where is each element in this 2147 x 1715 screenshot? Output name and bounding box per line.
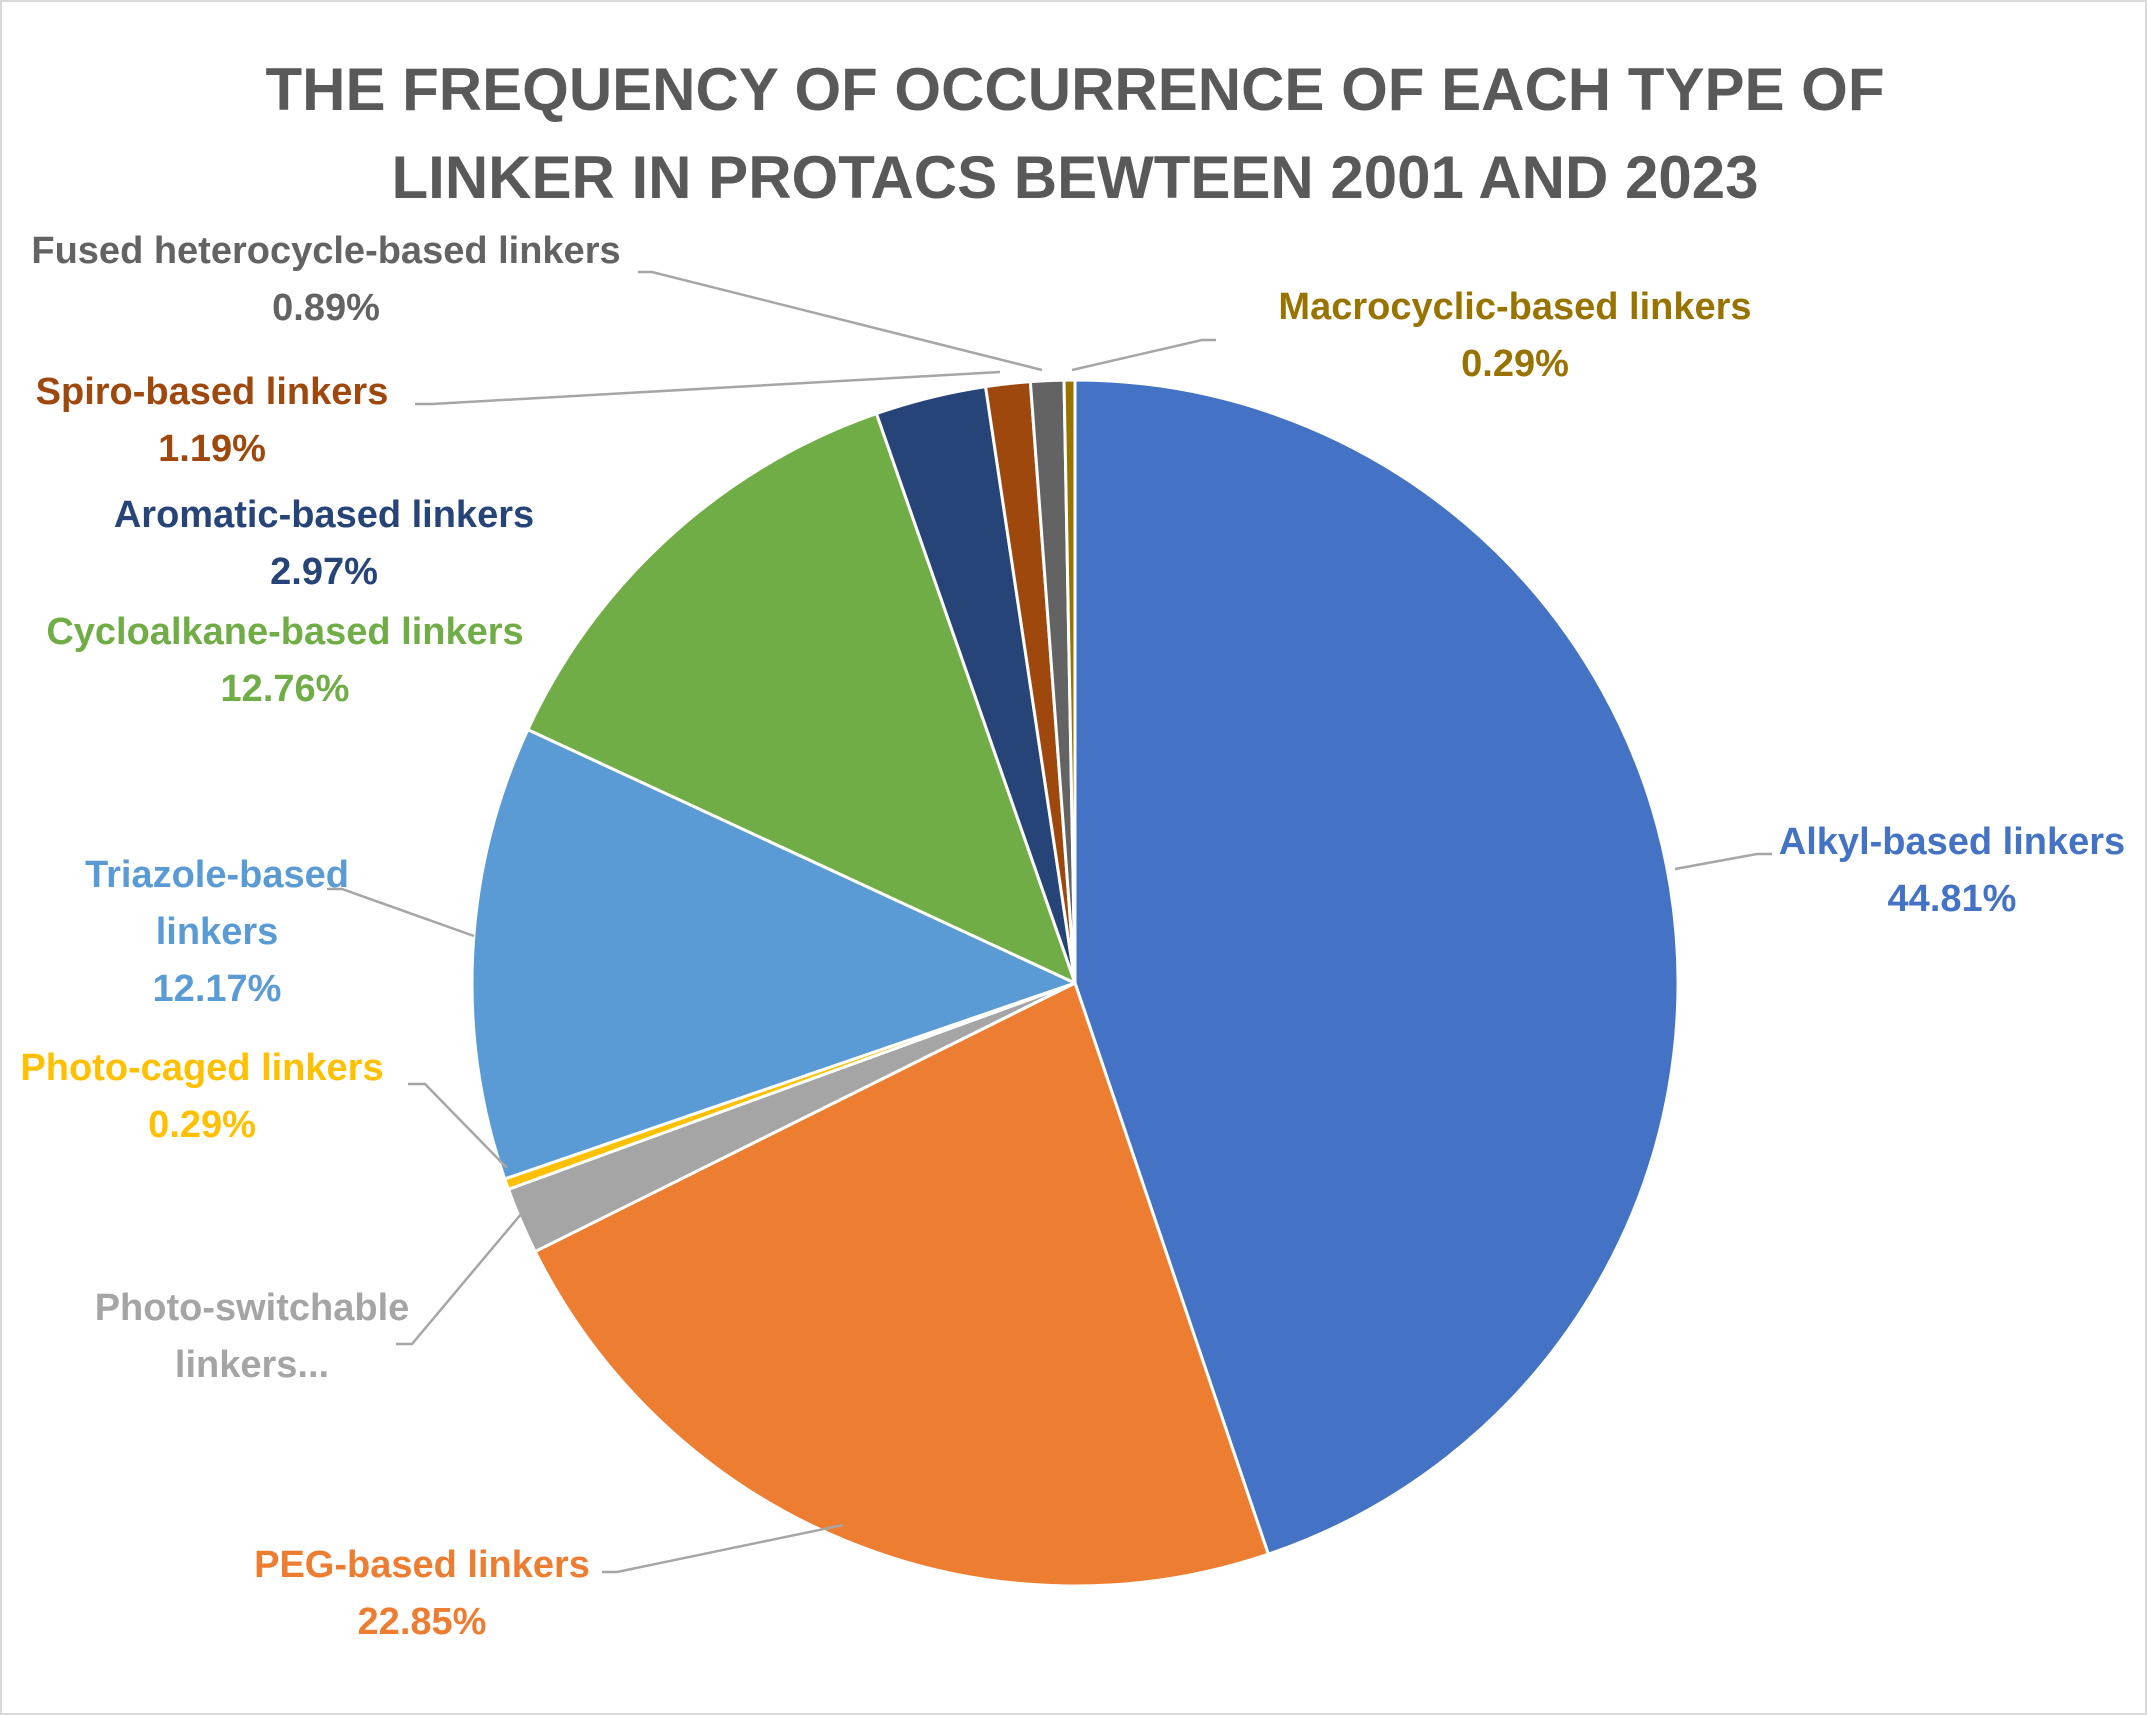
data-label-value-macrocyclic-based-linkers: 0.29% xyxy=(1461,343,1569,385)
leader-line-photo-caged-linkers xyxy=(408,1082,508,1169)
leader-line-triazole-based-linkers xyxy=(327,887,475,938)
chart-title-line-1: THE FREQUENCY OF OCCURRENCE OF EACH TYPE… xyxy=(265,56,1884,123)
chart-title-line-2: LINKER IN PROTACS BEWTEEN 2001 AND 2023 xyxy=(392,144,1759,211)
data-label-name-triazole-based-linkers: Triazole-based xyxy=(85,854,349,896)
leader-line-macrocyclic-based-linkers xyxy=(1071,338,1216,372)
data-label-name-triazole-based-linkers: linkers xyxy=(156,911,279,953)
pie-slices xyxy=(470,378,1680,1588)
pie-slice-peg-based-linkers xyxy=(533,981,1270,1588)
data-label-name-spiro-based-linkers: Spiro-based linkers xyxy=(36,371,389,413)
data-label-name-peg-based-linkers: PEG-based linkers xyxy=(254,1544,590,1586)
data-label-value-cycloalkane-based-linkers: 12.76% xyxy=(221,668,350,710)
data-label-name-macrocyclic-based-linkers: Macrocyclic-based linkers xyxy=(1278,286,1751,328)
data-label-name-photo-switchable-linkers: linkers... xyxy=(175,1344,329,1386)
data-label-value-photo-caged-linkers: 0.29% xyxy=(148,1104,256,1146)
data-label-name-alkyl-based-linkers: Alkyl-based linkers xyxy=(1779,821,2125,863)
leader-line-peg-based-linkers xyxy=(602,1523,844,1574)
leader-line-photo-switchable-linkers xyxy=(396,1206,528,1346)
data-label-value-peg-based-linkers: 22.85% xyxy=(358,1601,487,1643)
data-labels: Alkyl-based linkers 44.81% PEG-based linke… xyxy=(20,230,2125,1643)
leader-lines xyxy=(327,270,1772,1574)
leader-line-fused-heterocycle-based-linkers xyxy=(638,270,1043,372)
data-label-name-cycloalkane-based-linkers: Cycloalkane-based linkers xyxy=(46,611,523,653)
pie-slice-triazole-based-linkers xyxy=(470,728,1077,1181)
data-label-name-aromatic-based-linkers: Aromatic-based linkers xyxy=(114,494,534,536)
data-label-name-photo-switchable-linkers: Photo-switchable xyxy=(95,1287,410,1329)
leader-line-spiro-based-linkers xyxy=(415,370,1001,406)
pie-slice-macrocyclic-based-linkers xyxy=(1062,378,1077,985)
data-label-value-alkyl-based-linkers: 44.81% xyxy=(1888,878,2017,920)
data-label-name-fused-heterocycle-based-linkers: Fused heterocycle-based linkers xyxy=(31,230,620,272)
data-label-name-photo-caged-linkers: Photo-caged linkers xyxy=(20,1047,383,1089)
pie-slice-alkyl-based-linkers xyxy=(1073,378,1680,1556)
data-label-value-aromatic-based-linkers: 2.97% xyxy=(270,551,378,593)
data-label-value-fused-heterocycle-based-linkers: 0.89% xyxy=(272,287,380,329)
data-label-value-triazole-based-linkers: 12.17% xyxy=(153,968,282,1010)
data-label-value-spiro-based-linkers: 1.19% xyxy=(158,428,266,470)
pie-slice-cycloalkane-based-linkers xyxy=(526,412,1077,985)
leader-line-alkyl-based-linkers xyxy=(1674,852,1772,871)
